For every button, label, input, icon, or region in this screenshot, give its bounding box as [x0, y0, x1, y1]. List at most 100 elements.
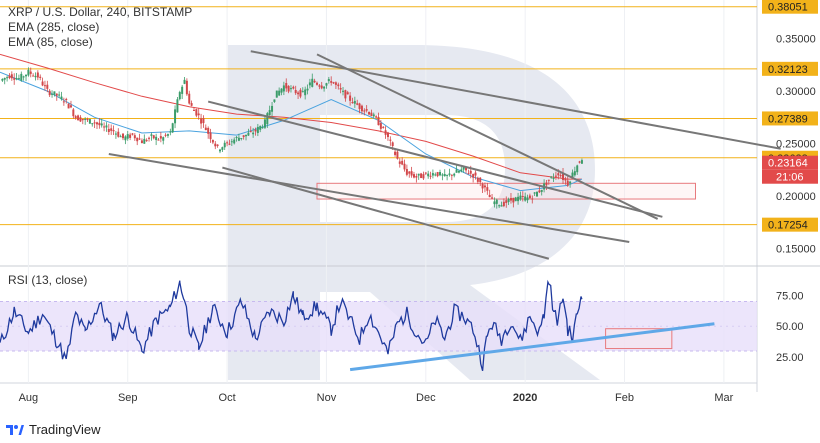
candle-body: [254, 129, 257, 132]
candle-body: [53, 91, 56, 95]
candle-body: [538, 190, 541, 193]
candle-body: [323, 86, 326, 89]
candle-body: [483, 185, 486, 188]
candle-body: [36, 72, 39, 78]
rsi-legend[interactable]: RSI (13, close): [8, 273, 88, 287]
price-axis[interactable]: 0.15000 0.20000 0.25000 0.30000 0.35000 0.380…: [762, 0, 818, 255]
candle-body: [308, 82, 311, 86]
candle-body: [202, 118, 205, 124]
candle-body: [181, 86, 184, 94]
candle-body: [74, 116, 77, 119]
candle-body: [214, 143, 217, 147]
candle-body: [507, 198, 510, 202]
candle-body: [389, 139, 392, 141]
rsi-axis[interactable]: 25.00 50.00 75.00: [776, 290, 804, 364]
candle-body: [39, 76, 42, 78]
candle-body: [325, 83, 328, 86]
candle-body: [349, 95, 352, 101]
candle-body: [550, 176, 553, 178]
candle-body: [313, 80, 316, 83]
price-badge-label: 0.23164: [768, 158, 808, 170]
candle-body: [292, 86, 295, 89]
candle-body: [252, 132, 255, 135]
candle-body: [166, 134, 169, 136]
candle-body: [221, 147, 224, 150]
candle-body: [401, 160, 404, 165]
candle-body: [157, 139, 160, 141]
countdown-badge: [762, 169, 818, 184]
candle-body: [403, 163, 406, 170]
tradingview-branding[interactable]: TradingView: [6, 420, 101, 438]
candle-body: [434, 174, 437, 176]
candle-body: [13, 78, 16, 80]
candle-body: [566, 180, 569, 186]
candle-body: [159, 136, 162, 139]
candle-body: [382, 126, 385, 128]
zones: [316, 182, 696, 350]
candle-body: [384, 130, 387, 135]
candle-body: [195, 109, 198, 116]
candle-body: [98, 122, 101, 126]
candle-body: [422, 174, 425, 179]
candle-body: [334, 82, 337, 85]
time-axis[interactable]: Aug Sep Oct Nov Dec 2020 Feb Mar: [19, 392, 734, 404]
candle-body: [344, 90, 347, 99]
candle-body: [178, 92, 181, 100]
price-badge-label: 0.17254: [768, 220, 808, 232]
candle-body: [519, 195, 522, 200]
candle-body: [266, 113, 269, 125]
candle-body: [375, 116, 378, 118]
candle-body: [77, 115, 80, 121]
candle-body: [155, 136, 158, 141]
candle-body: [337, 84, 340, 87]
channel-mid: [207, 100, 663, 218]
legend-ema-fast[interactable]: EMA (85, close): [8, 35, 93, 49]
candle-body: [405, 168, 408, 175]
candle-body: [145, 140, 148, 142]
candle-body: [263, 119, 266, 128]
candle-body: [491, 197, 494, 199]
candle-body: [34, 75, 37, 78]
candle-body: [424, 172, 427, 174]
candle-body: [91, 123, 94, 125]
candle-body: [65, 98, 68, 100]
candle-body: [535, 191, 538, 197]
trendlines[interactable]: [108, 50, 781, 260]
candle-body: [372, 114, 375, 117]
price-badge-label: 0.38051: [768, 2, 808, 14]
rsi-band: [0, 300, 757, 352]
candle-body: [86, 119, 89, 121]
candle-body: [488, 194, 491, 198]
candle-body: [285, 83, 288, 89]
candle-body: [429, 175, 432, 177]
candle-body: [143, 138, 146, 144]
candle-body: [171, 123, 174, 133]
candle-body: [453, 173, 456, 176]
legend-ema-slow[interactable]: EMA (285, close): [8, 20, 100, 34]
candle-body: [304, 89, 307, 96]
candle-body: [197, 113, 200, 116]
candle-body: [505, 200, 508, 204]
legend-symbol[interactable]: XRP / U.S. Dollar, 240, BITSTAMP: [8, 5, 193, 19]
price-badge-label: 0.27389: [768, 113, 808, 125]
candle-body: [545, 182, 548, 186]
candle-body: [379, 123, 382, 129]
candle-body: [412, 174, 415, 178]
candle-body: [450, 174, 453, 176]
price-badge: [762, 111, 818, 126]
candle-body: [43, 85, 46, 87]
candle-body: [249, 131, 252, 133]
candle-body: [110, 128, 113, 131]
candle-body: [448, 173, 451, 175]
candle-body: [564, 178, 567, 181]
candle-body: [391, 142, 394, 147]
candle-body: [25, 74, 28, 77]
candle-body: [398, 161, 401, 164]
candle-body: [169, 131, 172, 133]
candle-body: [29, 71, 32, 74]
candle-body: [330, 81, 333, 83]
candle-body: [200, 118, 203, 124]
candle-body: [247, 132, 250, 136]
x-tick-label: Nov: [317, 392, 337, 404]
